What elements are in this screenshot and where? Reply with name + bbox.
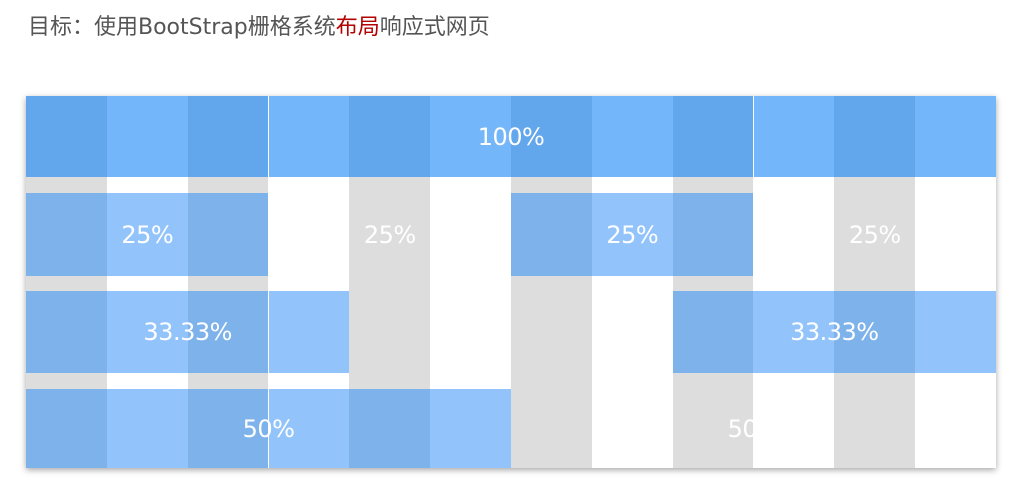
grid-cell-filled — [26, 389, 511, 468]
grid-cell-stripe — [349, 96, 431, 177]
grid-cell-label: 50% — [727, 414, 780, 443]
grid-cell-filled — [26, 96, 996, 177]
title-suffix: 响应式网页 — [379, 15, 490, 40]
grid-cell-stripe — [106, 96, 188, 177]
grid-cell-stripe — [511, 193, 592, 276]
grid-cell-stripe — [591, 193, 673, 276]
grid-cell-stripe — [915, 291, 996, 373]
grid-cell-stripe — [268, 389, 350, 468]
grid-cell-filled — [511, 193, 754, 276]
grid-cell-stripe — [187, 291, 269, 373]
grid-cell-stripe — [834, 291, 916, 373]
grid-cell-stripe — [187, 389, 269, 468]
grid-cell-stripe — [753, 96, 835, 177]
grid-cell-stripe — [268, 96, 350, 177]
grid-cell-stripe — [26, 291, 107, 373]
grid-cell-stripe — [106, 389, 188, 468]
grid-cell-stripe — [672, 291, 754, 373]
page-title: 目标：使用BootStrap栅格系统布局响应式网页 — [28, 13, 490, 43]
grid-cell-filled — [26, 193, 269, 276]
grid-cell-stripe — [591, 96, 673, 177]
grid-cell-label: 25% — [363, 220, 416, 249]
bootstrap-grid-diagram: 100% 25% 25% 25% 25% 33.33% 33.33% 50% 50% — [26, 96, 996, 468]
grid-cell-stripe — [187, 193, 269, 276]
grid-cell-stripe — [106, 193, 188, 276]
grid-cell-filled — [26, 291, 350, 373]
grid-cell-stripe — [349, 389, 431, 468]
grid-cell-stripe — [672, 96, 754, 177]
grid-cell-stripe — [430, 389, 511, 468]
grid-cell-stripe — [26, 96, 107, 177]
title-highlight: 布局 — [335, 15, 380, 40]
grid-cell-stripe — [834, 96, 916, 177]
grid-cell-stripe — [26, 193, 107, 276]
grid-cell-label: 25% — [848, 220, 901, 249]
grid-cell-stripe — [672, 193, 754, 276]
grid-cell-stripe — [268, 291, 350, 373]
grid-row-2: 25% 25% 25% 25% — [26, 193, 996, 276]
grid-row-1: 100% — [26, 96, 996, 177]
grid-cell-stripe — [106, 291, 188, 373]
title-prefix: 目标：使用BootStrap栅格系统 — [28, 15, 336, 40]
grid-cell-stripe — [430, 96, 511, 177]
grid-cell-stripe — [26, 389, 107, 468]
grid-row-3: 33.33% 33.33% — [26, 291, 996, 373]
grid-cell-filled — [672, 291, 996, 373]
grid-cell-stripe — [511, 96, 592, 177]
grid-cell-stripe — [187, 96, 269, 177]
grid-cell-stripe — [915, 96, 996, 177]
grid-cell-stripe — [753, 291, 835, 373]
grid-row-4: 50% 50% — [26, 389, 996, 468]
